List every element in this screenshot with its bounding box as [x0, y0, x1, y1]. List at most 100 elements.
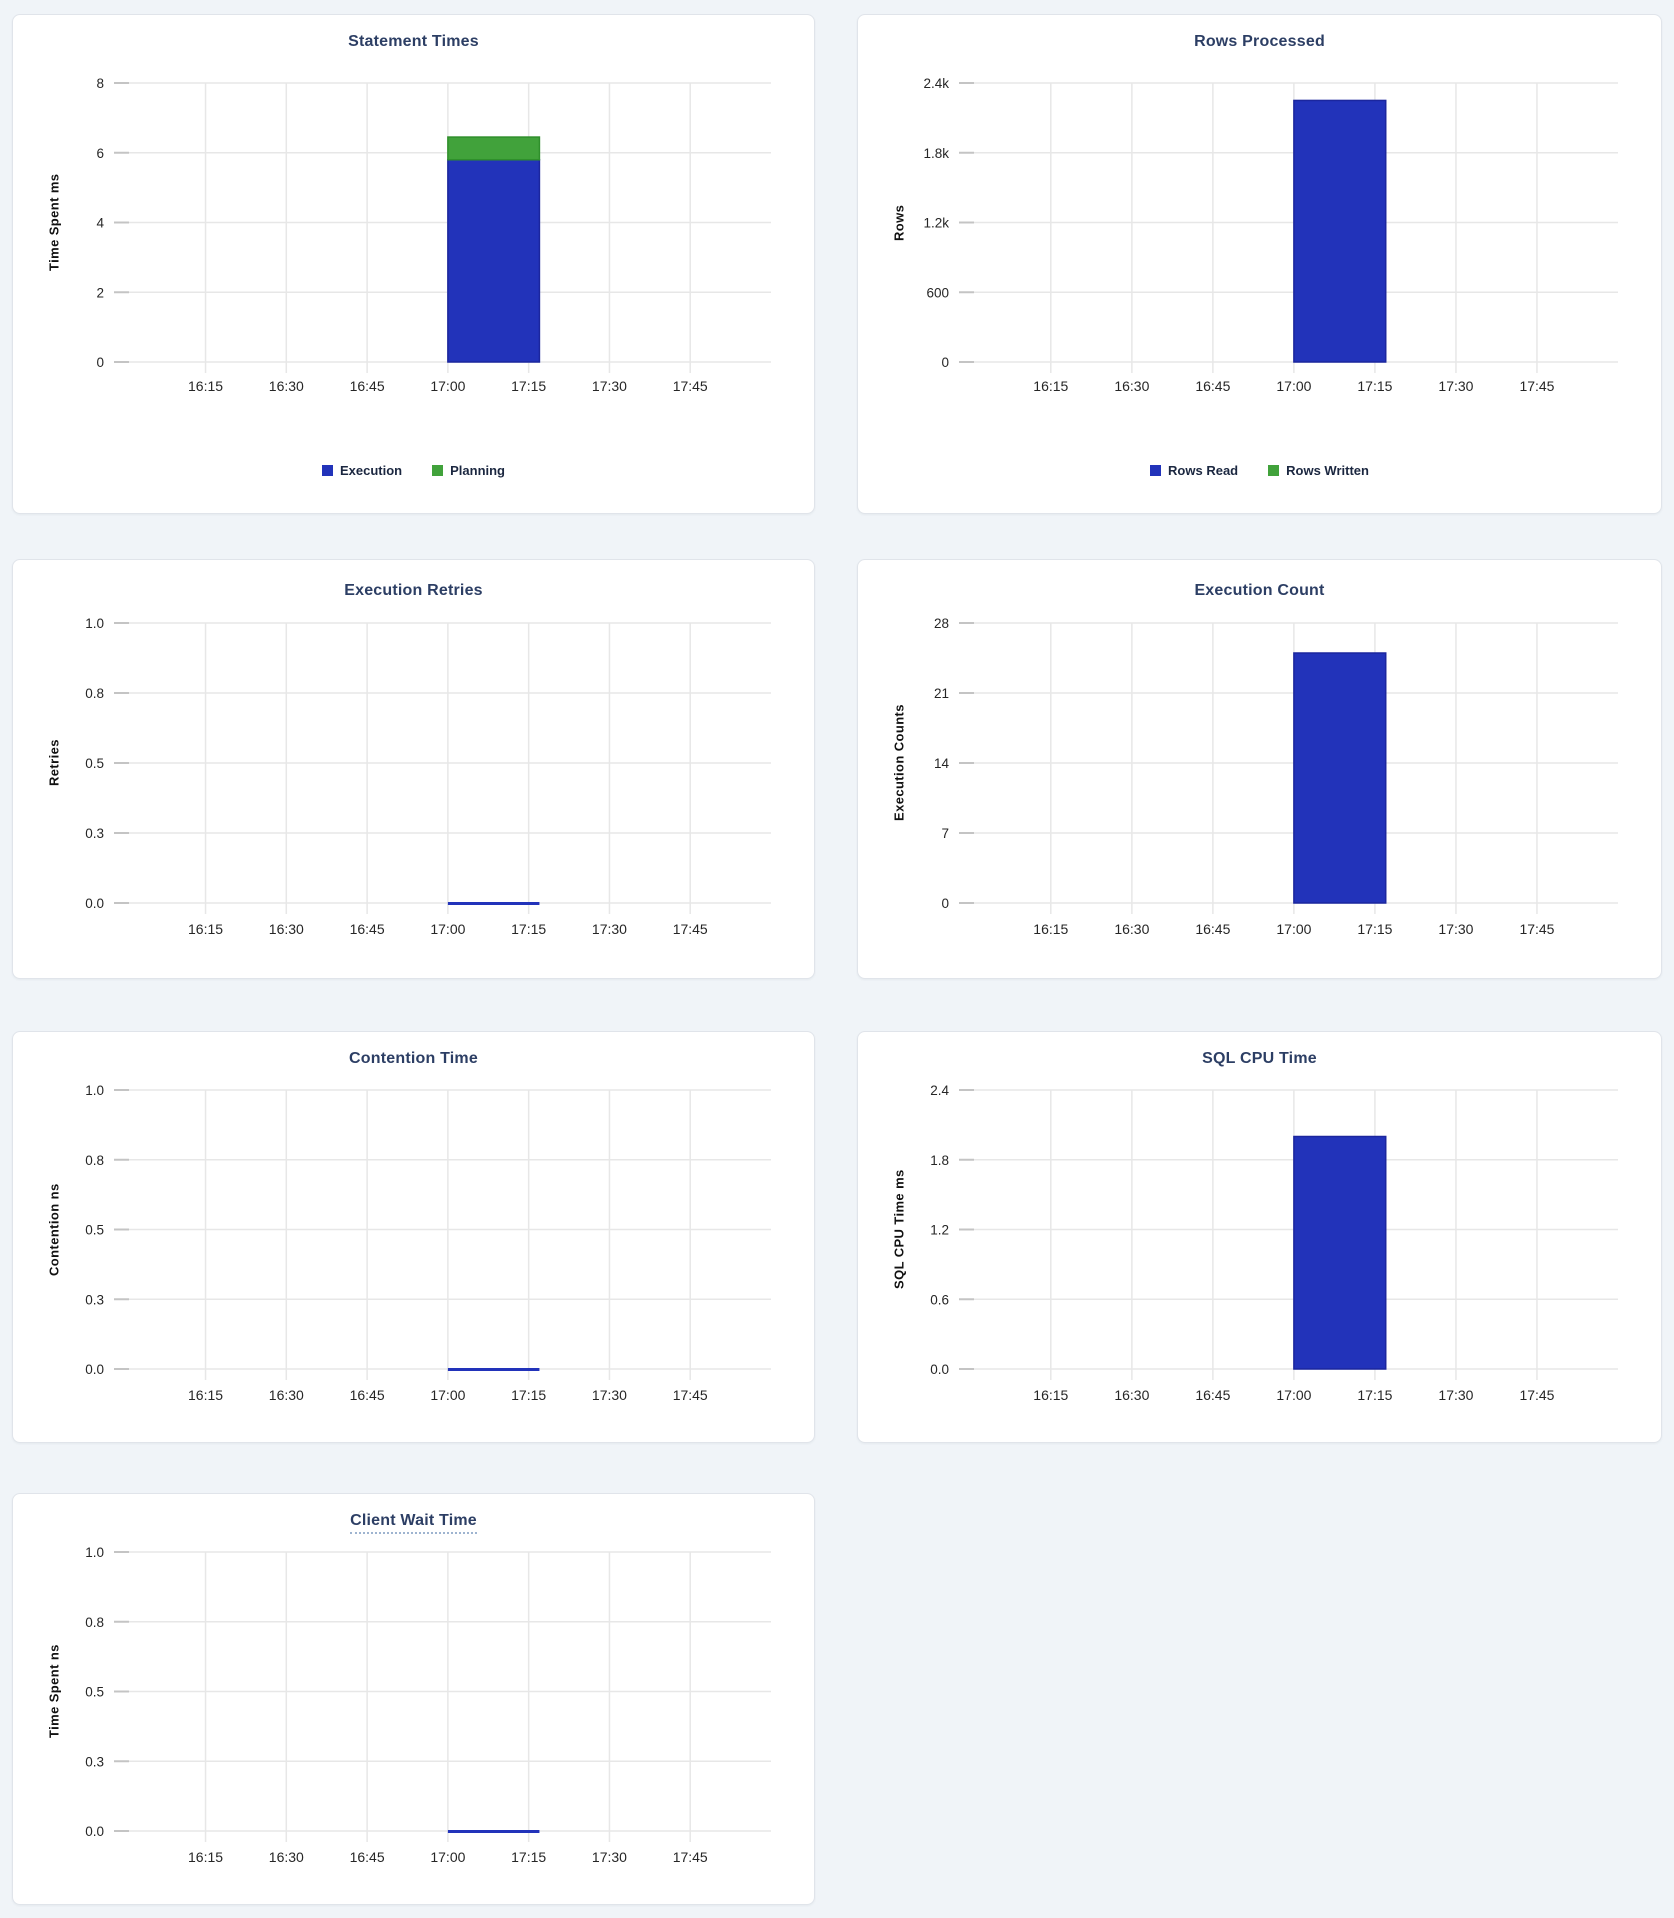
legend: Execution Planning: [13, 463, 814, 478]
y-tick-label: 0.8: [85, 1153, 104, 1168]
bar-rows-read[interactable]: [1293, 99, 1387, 363]
x-tick-label: 17:30: [1438, 1387, 1473, 1403]
execution-swatch-icon: [321, 465, 333, 476]
x-tick-label: 17:30: [592, 378, 627, 394]
x-tick-label: 17:30: [592, 1387, 627, 1403]
sql-cpu-time-chart: 16:15 16:30 16:45 17:00 17:15 17:30 17:45 0.0 0.…: [930, 1083, 1618, 1403]
y-tick-label: 6: [96, 146, 104, 161]
rows-read-swatch-icon: [1150, 465, 1162, 476]
y-tick-label: 0.5: [85, 756, 104, 771]
y-tick-label: 14: [934, 756, 950, 771]
legend: Rows Read Rows Written: [858, 463, 1661, 478]
y-tick-label: 1.0: [85, 1545, 104, 1560]
y-tick-label: 0.0: [85, 1824, 104, 1839]
y-tick-label: 0.3: [85, 1754, 104, 1769]
y-tick-label: 0.0: [85, 1362, 104, 1377]
y-tick-label: 2: [96, 285, 104, 300]
rows-written-swatch-icon: [1268, 465, 1280, 476]
row-2: Execution Retries Retries 16:15 16:30 16:4…: [12, 559, 1662, 979]
x-tick-label: 16:15: [1033, 1387, 1068, 1403]
y-tick-label: 0: [96, 355, 104, 370]
rows-processed-chart: 16:15 16:30 16:45 17:00 17:15 17:30 17:45 0 600 1…: [923, 76, 1618, 394]
statement-times-chart: 16:15 16:30 16:45 17:00 17:15 17:30 17:45 0 2 4 6 8: [96, 76, 771, 394]
bar-execution-count[interactable]: [1293, 652, 1387, 904]
x-tick-label: 17:45: [673, 921, 708, 937]
y-tick-label: 0.8: [85, 686, 104, 701]
execution-count-chart: 16:15 16:30 16:45 17:00 17:15 17:30 17:45 0 7 14 2…: [934, 616, 1618, 937]
chart-card-sql-cpu-time: SQL CPU Time SQL CPU Time ms 16:15 16:30 1…: [857, 1031, 1662, 1443]
x-tick-label: 16:45: [1195, 378, 1230, 394]
y-tick-label: 0.5: [85, 1685, 104, 1700]
chart-card-rows-processed: Rows Processed Rows 16:15 16:30 16:45 17:00…: [857, 14, 1662, 514]
x-tick-label: 17:45: [673, 1387, 708, 1403]
client-wait-time-chart: 16:15 16:30 16:45 17:00 17:15 17:30 17:45 0.0 0.…: [85, 1545, 771, 1865]
x-tick-label: 17:30: [1438, 378, 1473, 394]
x-tick-label: 17:15: [1357, 1387, 1392, 1403]
zero-value-bar[interactable]: [447, 1830, 540, 1833]
chart-title-contention-time: Contention Time: [349, 1050, 478, 1067]
y-tick-label: 1.8: [930, 1153, 949, 1168]
x-tick-label: 17:00: [1276, 378, 1311, 394]
chart-title-client-wait-time: Client Wait Time: [13, 1512, 814, 1534]
chart-title-sql-cpu-time: SQL CPU Time: [1202, 1050, 1317, 1067]
execution-retries-chart: 16:15 16:30 16:45 17:00 17:15 17:30 17:45 0.0 0.…: [85, 616, 771, 937]
legend-label: Planning: [450, 463, 505, 478]
y-tick-label: 2.4: [930, 1083, 949, 1098]
chart-card-contention-time: Contention Time Contention ns 16:15 16:30…: [12, 1031, 815, 1443]
x-tick-label: 17:00: [430, 1387, 465, 1403]
x-tick-label: 17:15: [511, 921, 546, 937]
chart-card-client-wait-time: Client Wait Time Time Spent ns 16:15 16:3…: [12, 1493, 815, 1905]
x-tick-label: 17:00: [430, 378, 465, 394]
x-tick-label: 17:15: [1357, 378, 1392, 394]
chart-title-execution-retries: Execution Retries: [344, 582, 483, 599]
y-tick-label: 28: [934, 616, 949, 631]
x-tick-label: 17:00: [1276, 921, 1311, 937]
row-4: Client Wait Time Time Spent ns 16:15 16:3…: [12, 1493, 1662, 1905]
x-tick-label: 16:45: [1195, 1387, 1230, 1403]
contention-time-chart: 16:15 16:30 16:45 17:00 17:15 17:30 17:45 0.0 0.…: [85, 1083, 771, 1403]
bar-sql-cpu-time[interactable]: [1293, 1135, 1387, 1370]
x-tick-label: 17:15: [511, 1849, 546, 1865]
x-tick-label: 17:45: [1519, 1387, 1554, 1403]
legend-item-planning[interactable]: Planning: [432, 463, 505, 478]
x-tick-label: 16:15: [188, 1387, 223, 1403]
zero-value-bar[interactable]: [447, 902, 540, 905]
y-tick-label: 600: [926, 285, 949, 300]
x-tick-label: 16:15: [1033, 378, 1068, 394]
legend-label: Execution: [339, 463, 403, 478]
x-tick-label: 17:45: [673, 1849, 708, 1865]
y-tick-label: 1.8k: [923, 146, 949, 161]
chart-card-statement-times: Statement Times Time Spent ms 16:15 16:30…: [12, 14, 815, 514]
zero-value-bar[interactable]: [447, 1368, 540, 1371]
x-tick-label: 17:00: [1276, 1387, 1311, 1403]
legend-item-rows-read[interactable]: Rows Read: [1150, 463, 1238, 478]
y-tick-label: 0.5: [85, 1223, 104, 1238]
bar-execution[interactable]: [447, 158, 541, 363]
chart-card-execution-retries: Execution Retries Retries 16:15 16:30 16:4…: [12, 559, 815, 979]
y-tick-label: 0: [941, 896, 949, 911]
y-tick-label: 2.4k: [923, 76, 949, 91]
x-tick-label: 17:15: [1357, 921, 1392, 937]
y-tick-label: 0.8: [85, 1615, 104, 1630]
x-tick-label: 17:30: [592, 1849, 627, 1865]
x-tick-label: 16:15: [188, 1849, 223, 1865]
y-tick-label: 8: [96, 76, 104, 91]
chart-title-statement-times: Statement Times: [348, 33, 479, 50]
y-tick-label: 7: [941, 826, 949, 841]
legend-item-execution[interactable]: Execution: [321, 463, 403, 478]
y-tick-label: 1.0: [85, 1083, 104, 1098]
row-3: Contention Time Contention ns 16:15 16:30…: [12, 1031, 1662, 1443]
x-tick-label: 16:30: [269, 1849, 304, 1865]
y-tick-label: 1.0: [85, 616, 104, 631]
y-tick-label: 0.6: [930, 1292, 949, 1307]
bar-planning[interactable]: [447, 136, 541, 161]
x-tick-label: 17:00: [430, 921, 465, 937]
x-tick-label: 16:45: [350, 1387, 385, 1403]
y-tick-label: 4: [96, 216, 104, 231]
client-wait-time-tooltip-trigger[interactable]: Client Wait Time: [350, 1512, 477, 1534]
legend-item-rows-written[interactable]: Rows Written: [1268, 463, 1369, 478]
x-tick-label: 16:45: [350, 1849, 385, 1865]
x-tick-label: 16:15: [188, 921, 223, 937]
x-tick-label: 16:45: [350, 921, 385, 937]
